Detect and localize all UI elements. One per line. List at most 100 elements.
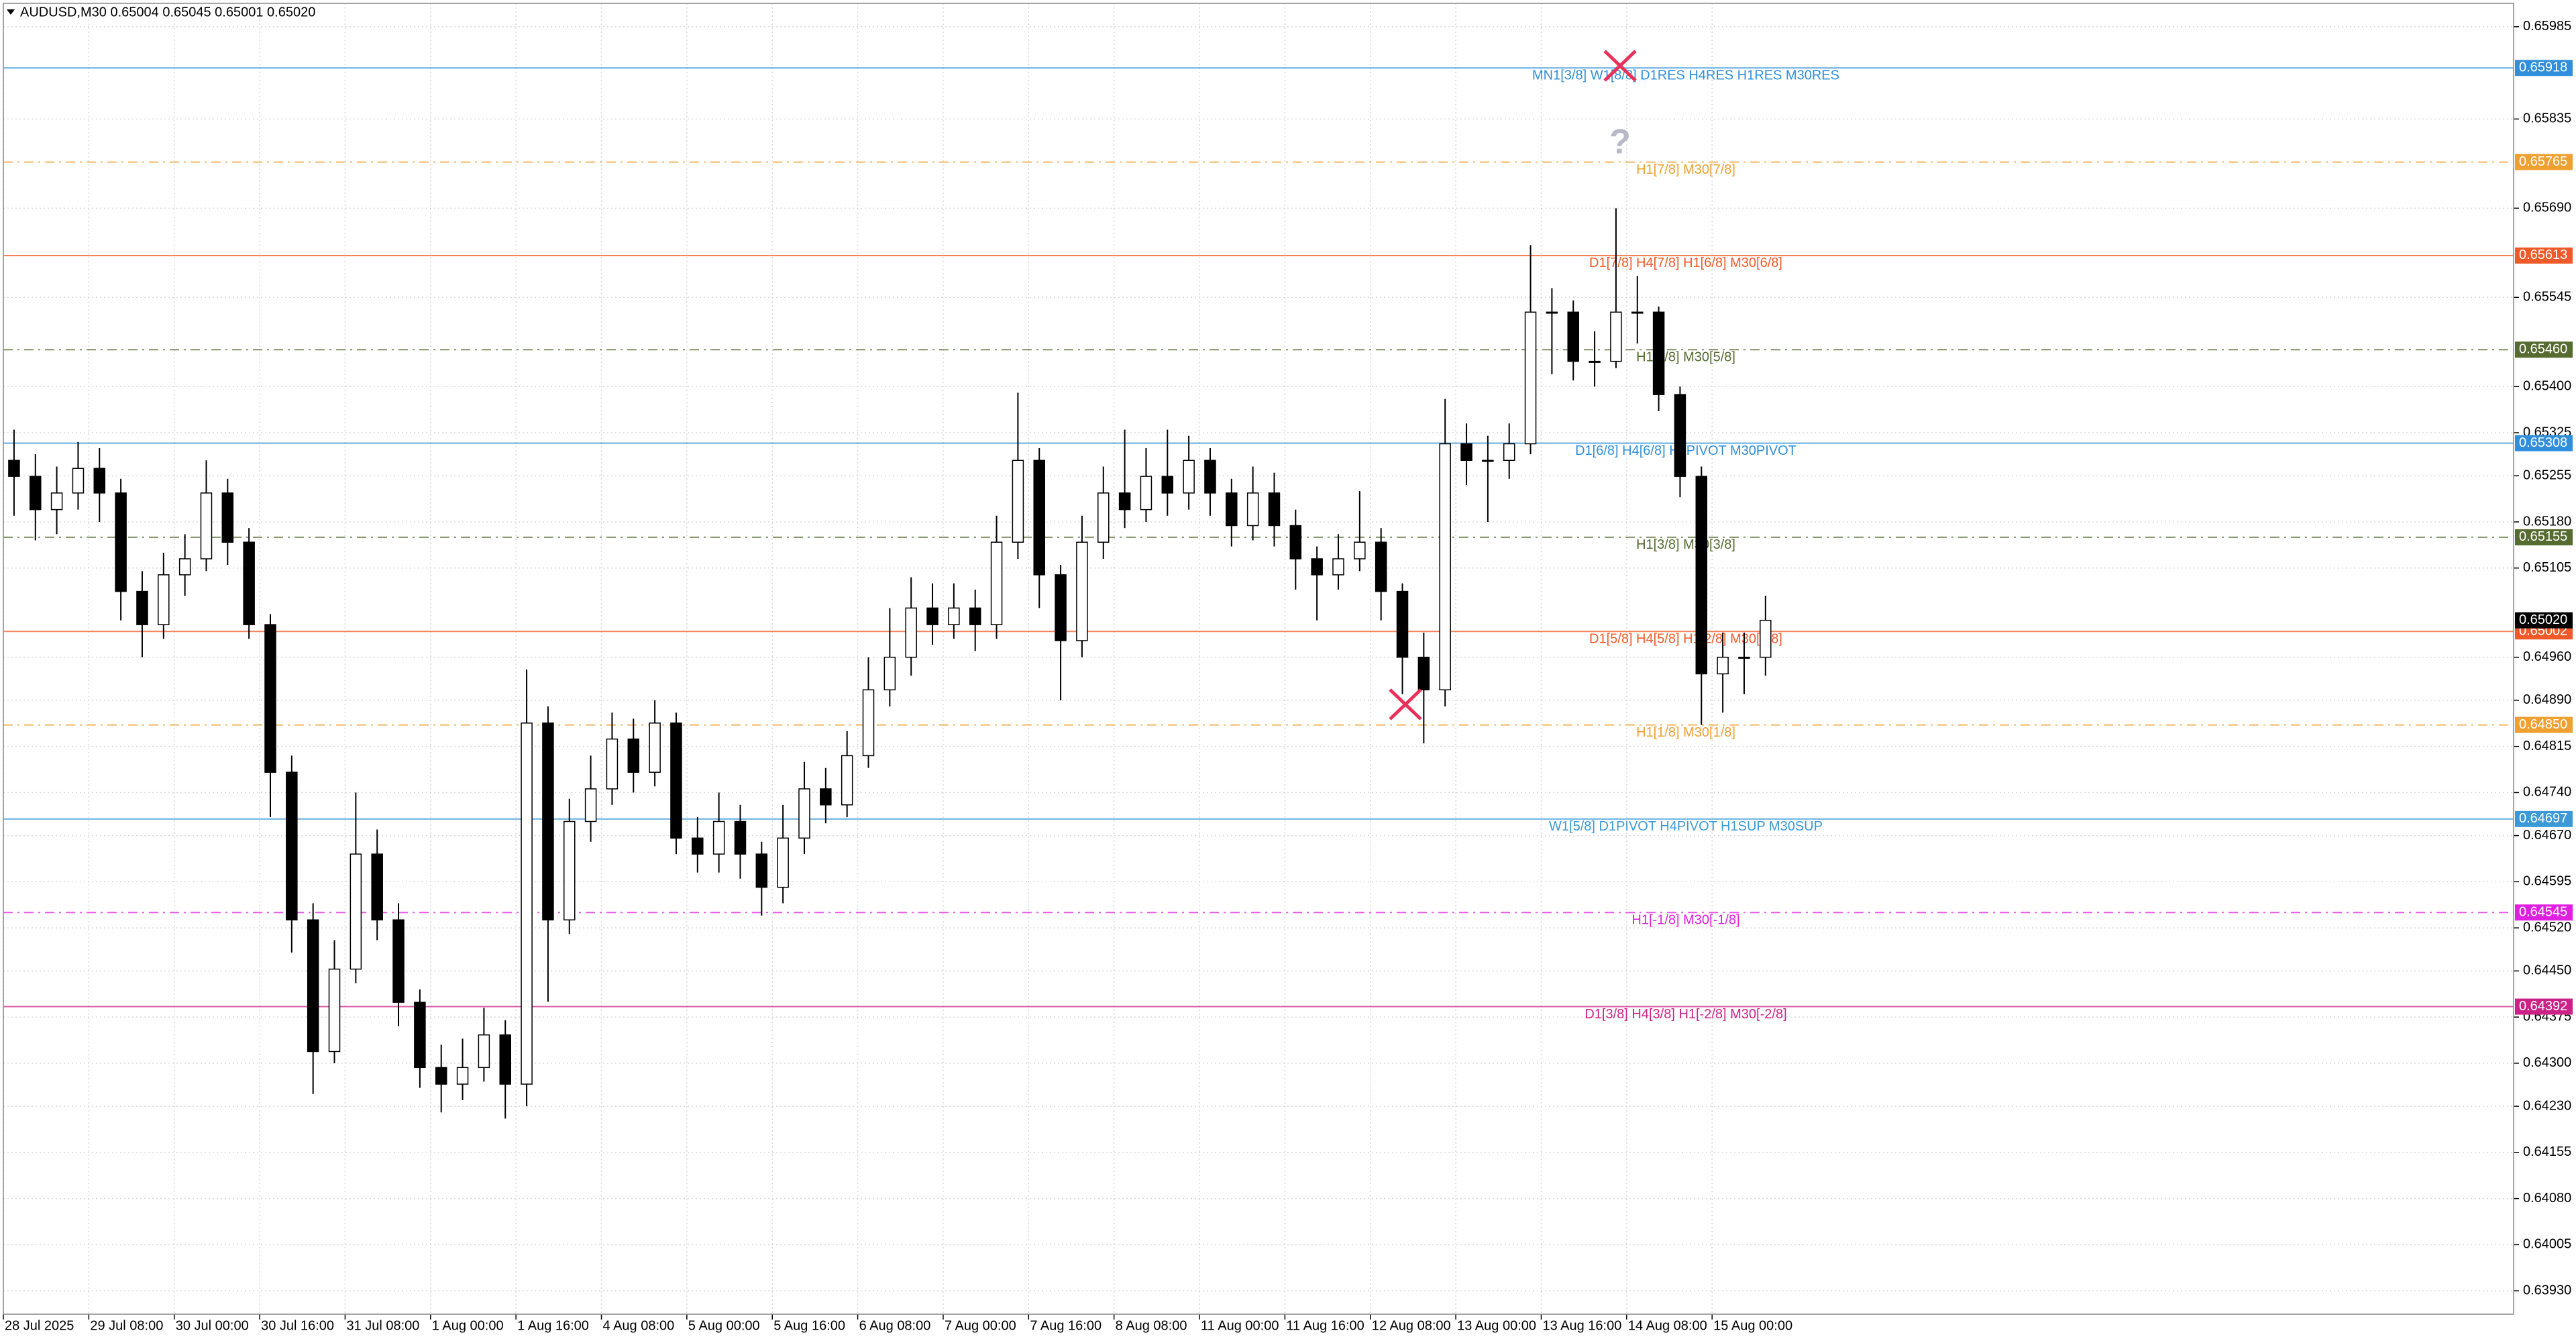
candle-body bbox=[1140, 476, 1152, 511]
candle-body bbox=[1161, 476, 1174, 494]
y-tick-label: 0.64155 bbox=[2523, 1144, 2571, 1159]
y-tick-label: 0.64080 bbox=[2523, 1191, 2571, 1206]
x-tick-label: 29 Jul 08:00 bbox=[90, 1318, 163, 1333]
candle-body bbox=[1482, 460, 1494, 462]
price-badge bbox=[2515, 716, 2573, 733]
candle-body bbox=[1738, 656, 1750, 659]
candle-body bbox=[990, 541, 1003, 625]
candle-body bbox=[478, 1034, 490, 1069]
x-tick-label: 6 Aug 08:00 bbox=[859, 1318, 931, 1333]
candle-body bbox=[777, 837, 789, 888]
level-text: H1[5/8] M30[5/8] bbox=[1636, 350, 1735, 365]
candle-body bbox=[1097, 492, 1110, 543]
y-tick-label: 0.65545 bbox=[2523, 290, 2571, 305]
candle-body bbox=[328, 968, 341, 1053]
x-tick-label: 13 Aug 16:00 bbox=[1542, 1318, 1621, 1333]
y-tick-label: 0.64450 bbox=[2523, 963, 2571, 978]
x-tick-label: 11 Aug 16:00 bbox=[1286, 1318, 1364, 1333]
axis: 0.65985 0.65835 0.65690 0.65545 0.65400 0.653… bbox=[3, 19, 2573, 1333]
candle-body bbox=[606, 738, 619, 790]
x-tick-label: 14 Aug 08:00 bbox=[1628, 1318, 1707, 1333]
level-text: D1[3/8] H4[3/8] H1[-2/8] M30[-2/8] bbox=[1585, 1007, 1786, 1022]
price-badge-label: 0.65460 bbox=[2519, 342, 2567, 357]
candle-body bbox=[115, 492, 127, 592]
x-tick-label: 8 Aug 08:00 bbox=[1116, 1318, 1187, 1333]
price-badge-label: 0.65918 bbox=[2519, 60, 2567, 75]
candle-body bbox=[670, 722, 682, 839]
candle-body bbox=[627, 738, 640, 773]
x-tick-label: 12 Aug 08:00 bbox=[1372, 1318, 1451, 1333]
x-tick-label: 30 Jul 00:00 bbox=[176, 1318, 249, 1333]
price-badge-label: 0.64392 bbox=[2519, 999, 2567, 1014]
candle-body bbox=[564, 820, 576, 920]
y-tick-label: 0.65180 bbox=[2523, 514, 2571, 529]
candle-body bbox=[649, 722, 661, 773]
candle-body bbox=[755, 853, 768, 888]
candle-body bbox=[692, 837, 704, 855]
candle-body bbox=[264, 624, 276, 773]
candle-body bbox=[1695, 476, 1708, 675]
price-badge-label: 0.65308 bbox=[2519, 435, 2567, 450]
level-text: H1[7/8] M30[7/8] bbox=[1636, 162, 1735, 177]
x-tick-label: 7 Aug 16:00 bbox=[1030, 1318, 1102, 1333]
candle-body bbox=[1118, 492, 1131, 511]
candle-body bbox=[734, 820, 747, 855]
candle-body bbox=[1012, 460, 1024, 543]
candle-body bbox=[798, 788, 810, 839]
candle-body bbox=[371, 853, 383, 920]
x-tick-label: 5 Aug 16:00 bbox=[773, 1318, 845, 1333]
candle-body bbox=[350, 853, 362, 970]
plot-frame bbox=[3, 3, 2514, 1315]
question-icon: ? bbox=[1609, 123, 1631, 162]
candle-body bbox=[905, 607, 917, 658]
cross-marker bbox=[1389, 50, 1637, 720]
candle-body bbox=[435, 1067, 447, 1085]
candle-body bbox=[50, 492, 63, 511]
candle-body bbox=[1717, 656, 1729, 675]
candle-body bbox=[1396, 590, 1409, 658]
x-tick-label: 5 Aug 00:00 bbox=[688, 1318, 760, 1333]
candle-body bbox=[221, 492, 234, 543]
candle-body bbox=[1460, 443, 1472, 462]
candle-body bbox=[1183, 460, 1195, 494]
price-badge-label: 0.65155 bbox=[2519, 529, 2567, 544]
y-tick-label: 0.65690 bbox=[2523, 201, 2571, 215]
candle-body bbox=[1033, 460, 1045, 576]
price-badge-label: 0.64850 bbox=[2519, 717, 2567, 732]
candle-body bbox=[1503, 443, 1515, 462]
candle-body bbox=[841, 755, 853, 806]
grid bbox=[3, 3, 2514, 1314]
x-tick-label: 15 Aug 00:00 bbox=[1713, 1318, 1792, 1333]
price-badge bbox=[2515, 998, 2573, 1015]
y-tick-label: 0.64890 bbox=[2523, 692, 2571, 707]
y-tick-label: 0.65105 bbox=[2523, 560, 2571, 575]
menu-arrow bbox=[7, 9, 15, 15]
level-text: H1[-1/8] M30[-1/8] bbox=[1631, 913, 1739, 928]
level-text: H1[1/8] M30[1/8] bbox=[1636, 725, 1735, 740]
y-tick-label: 0.65400 bbox=[2523, 379, 2571, 394]
candle-body bbox=[820, 788, 832, 806]
y-tick-label: 0.65985 bbox=[2523, 19, 2571, 34]
y-tick-label: 0.64520 bbox=[2523, 920, 2571, 934]
candle-body bbox=[948, 607, 960, 625]
price-badge bbox=[2515, 904, 2573, 921]
last-price-badge bbox=[2515, 612, 2573, 629]
candle-body bbox=[307, 919, 319, 1053]
candle-body bbox=[1567, 311, 1579, 362]
candle-body bbox=[1546, 311, 1558, 314]
level-text: D1[7/8] H4[7/8] H1[6/8] M30[6/8] bbox=[1589, 256, 1782, 270]
x-tick-label: 28 Jul 2025 bbox=[5, 1318, 74, 1333]
level-text: MN1[3/8] W1[8/8] D1RES H4RES H1RES M30RE… bbox=[1532, 68, 1839, 83]
y-tick-label: 0.64005 bbox=[2523, 1237, 2571, 1252]
candle-body bbox=[243, 541, 255, 625]
candle-body bbox=[1524, 311, 1537, 445]
candle-body bbox=[1268, 492, 1281, 527]
y-tick-label: 0.64740 bbox=[2523, 785, 2571, 800]
candle-body bbox=[926, 607, 938, 625]
price-badge-label: 0.65765 bbox=[2519, 154, 2567, 169]
candle-body bbox=[1760, 619, 1772, 658]
candle-body bbox=[136, 590, 148, 625]
y-tick-label: 0.65835 bbox=[2523, 111, 2571, 126]
price-badge bbox=[2515, 60, 2573, 76]
